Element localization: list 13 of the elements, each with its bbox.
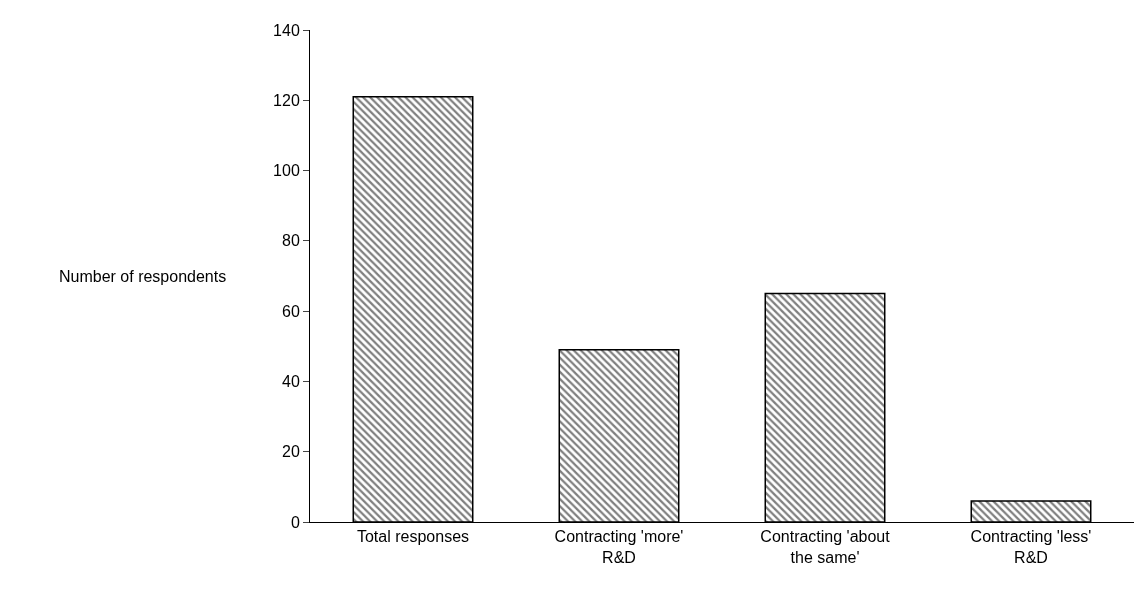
y-tick-label: 20 [282, 443, 300, 461]
y-tick-label: 40 [282, 373, 300, 391]
y-tick-label: 80 [282, 232, 300, 250]
x-tick-label: Contracting 'less' R&D [970, 528, 1092, 566]
y-tick-label: 0 [290, 513, 300, 531]
y-tick-label: 100 [273, 162, 300, 180]
x-tick-label: Contracting 'more' R&D [554, 528, 684, 566]
y-tick-label: 60 [282, 302, 300, 320]
y-tick-label: 120 [273, 91, 300, 109]
y-tick-label: 140 [273, 21, 300, 39]
y-axis-title: Number of respondents [59, 268, 227, 285]
x-tick-label: Total responses [356, 528, 470, 546]
x-tick-label: Contracting 'about the same' [760, 528, 891, 566]
